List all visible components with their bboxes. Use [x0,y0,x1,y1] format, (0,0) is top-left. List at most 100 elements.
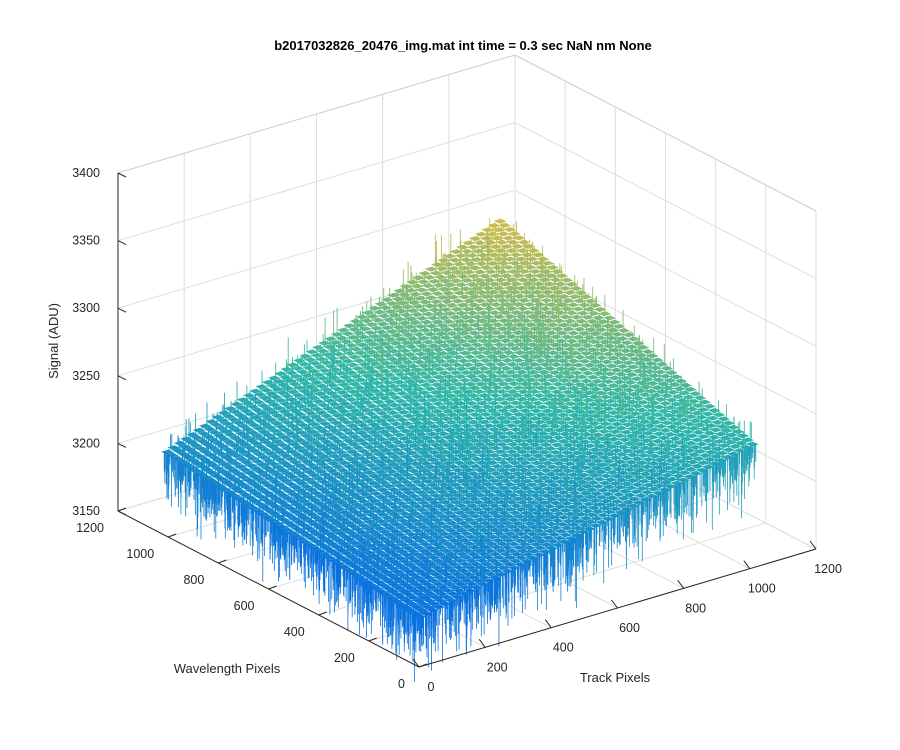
surface-patch [443,401,456,407]
surface-patch [652,404,666,410]
surface-patch [495,389,508,395]
surface-patch [416,279,430,285]
surface-patch [607,488,621,494]
surface-patch [525,482,539,488]
surface-patch [461,362,475,368]
surface-patch [501,411,515,417]
surface-patch [540,381,554,387]
surface-patch [566,302,580,308]
surface-patch [474,231,488,237]
surface-patch [607,410,620,416]
surface-patch [593,306,607,313]
surface-patch [530,460,543,466]
surface-patch [468,358,481,364]
surface-patch [549,449,562,455]
surface-patch [503,256,517,262]
surface-patch [524,464,537,470]
surface-patch [490,438,504,444]
surface-patch [554,504,567,510]
surface-patch [546,264,559,270]
surface-patch [450,362,464,368]
surface-plot [161,218,759,682]
surface-patch [487,400,500,406]
surface-patch [545,385,559,391]
surface-patch [497,510,511,516]
surface-patch [379,305,392,311]
surface-patch [305,349,319,355]
surface-patch [590,515,604,522]
surface-patch [470,314,484,320]
surface-patch [424,266,438,272]
surface-patch [445,358,459,364]
surface-patch [481,227,494,233]
surface-patch [605,390,618,396]
surface-patch [703,403,716,409]
surface-patch [586,374,600,380]
surface-patch [398,402,412,408]
surface-patch [432,282,446,288]
surface-patch [572,362,585,368]
surface-patch [505,361,519,367]
backwall-gridline-z [117,189,516,309]
surface-patch [531,478,545,484]
surface-patch [448,257,461,263]
surface-patch [517,467,531,473]
surface-patch [482,423,496,429]
surface-patch [294,403,308,409]
surface-patch [558,431,572,437]
surface-patch [626,336,640,342]
surface-patch [493,218,507,224]
surface-patch [492,456,506,462]
surface-patch [498,400,511,406]
surface-patch [468,412,482,418]
surface-patch [465,400,478,406]
surface-patch [567,330,580,336]
chart-title: b2017032826_20476_img.mat int time = 0.3… [274,38,652,53]
surface-patch [565,529,579,535]
surface-patch [549,525,563,531]
surface-patch [528,269,542,275]
surface-patch [627,364,640,370]
surface-patch [539,493,553,499]
surface-patch [348,354,361,360]
surface-patch [514,404,527,410]
surface-patch [495,239,509,245]
surface-patch [581,370,595,376]
surface-patch [529,408,543,414]
surface-patch [504,423,518,429]
surface-patch [576,366,590,372]
surface-patch [581,508,594,514]
surface-patch [578,358,592,364]
surface-patch [475,290,489,296]
surface-patch [658,401,672,407]
surface-patch [571,306,585,312]
surface-patch [407,468,421,474]
surface-patch [365,322,379,328]
surface-patch [561,362,574,368]
surface-patch [429,299,443,305]
surface-patch [635,407,649,413]
surface-patch [424,438,438,444]
surface-patch [423,274,436,280]
surface-patch [477,365,491,371]
surface-patch [547,431,560,437]
surface-patch [357,334,371,340]
surface-patch [507,354,521,360]
surface-patch [601,466,614,472]
surface-patch [562,493,575,499]
surface-patch [463,381,477,387]
surface-patch [458,489,471,495]
surface-patch [344,342,358,348]
surface-patch [494,277,507,283]
surface-patch [542,453,556,459]
surface-patch [486,346,500,352]
surface-patch [318,367,331,374]
surface-patch [373,364,387,370]
surface-patch [599,473,613,479]
surface-patch [494,474,507,480]
surface-patch [497,485,510,491]
surface-patch [326,409,340,415]
surface-patch [560,277,574,283]
surface-patch [584,298,597,304]
surface-patch [467,244,480,250]
